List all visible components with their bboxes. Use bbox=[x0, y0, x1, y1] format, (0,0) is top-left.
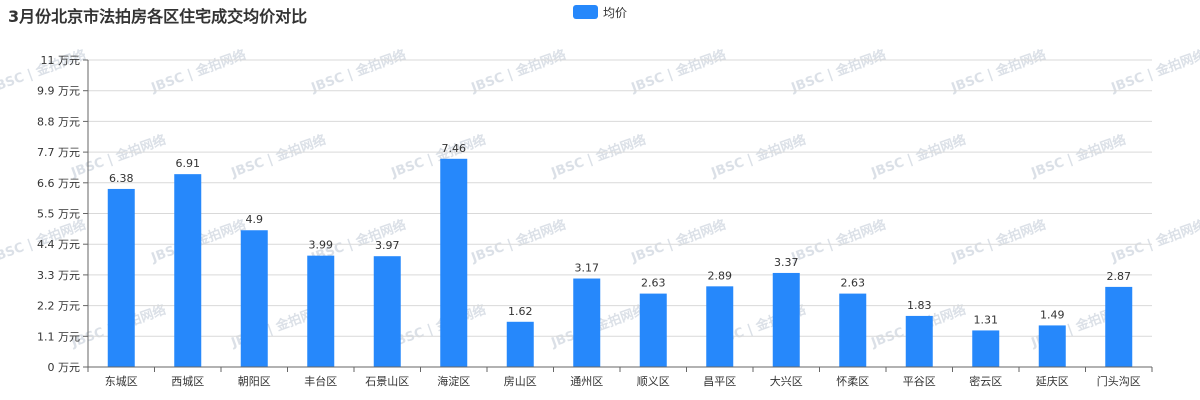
watermark-text: JBSC | 金拍网络 bbox=[948, 217, 1048, 266]
x-tick-label: 密云区 bbox=[969, 374, 1002, 388]
bar[interactable] bbox=[972, 330, 1000, 367]
y-tick-label: 9.9 万元 bbox=[37, 85, 80, 98]
bar-value-label: 1.62 bbox=[508, 305, 533, 318]
axes-group bbox=[83, 59, 1153, 372]
watermark-text: JBSC | 金拍网络 bbox=[388, 302, 488, 351]
bar-value-label: 3.17 bbox=[575, 262, 600, 275]
bar[interactable] bbox=[107, 188, 135, 367]
x-tick-label: 东城区 bbox=[105, 375, 138, 388]
x-tick-label: 房山区 bbox=[504, 375, 537, 388]
x-tick-label: 顺义区 bbox=[637, 375, 670, 388]
watermark-text: JBSC | 金拍网络 bbox=[308, 47, 408, 96]
bar[interactable] bbox=[174, 174, 202, 367]
bar[interactable] bbox=[307, 255, 335, 367]
chart-title: 3月份北京市法拍房各区住宅成交均价对比 bbox=[8, 7, 308, 26]
watermark-text: JBSC | 金拍网络 bbox=[1028, 132, 1128, 181]
bar[interactable] bbox=[373, 256, 401, 367]
bar-value-label: 7.46 bbox=[442, 142, 467, 155]
bar-value-label: 6.91 bbox=[176, 157, 201, 170]
bar-value-label: 3.99 bbox=[309, 239, 334, 252]
x-tick-label: 丰台区 bbox=[304, 374, 337, 388]
watermark-text: JBSC | 金拍网络 bbox=[468, 217, 568, 266]
x-tick-label: 大兴区 bbox=[770, 374, 803, 388]
bar-value-label: 1.31 bbox=[974, 313, 999, 326]
watermark-text: JBSC | 金拍网络 bbox=[628, 47, 728, 96]
x-tick-label: 石景山区 bbox=[365, 375, 409, 388]
bars-group bbox=[107, 158, 1133, 367]
bar[interactable] bbox=[706, 286, 734, 367]
x-tick-label: 通州区 bbox=[570, 375, 603, 388]
watermark-text: JBSC | 金拍网络 bbox=[788, 217, 888, 266]
legend[interactable]: 均价 bbox=[573, 4, 627, 20]
watermark-text: JBSC | 金拍网络 bbox=[148, 47, 248, 96]
y-tick-label: 5.5 万元 bbox=[37, 208, 80, 221]
watermark-text: JBSC | 金拍网络 bbox=[228, 132, 328, 181]
bar-value-label: 2.89 bbox=[708, 269, 733, 282]
bar-value-label: 3.97 bbox=[375, 239, 400, 252]
bar[interactable] bbox=[639, 293, 667, 367]
bar-value-label: 6.38 bbox=[109, 172, 134, 185]
bar[interactable] bbox=[1038, 325, 1066, 367]
labels-group: 0 万元 1.1 万元 2.2 万元 3.3 万元 4.4 万元 5.5 万元 6.6 万元… bbox=[37, 54, 1141, 388]
bar[interactable] bbox=[506, 321, 534, 367]
watermark-text: JBSC | 金拍网络 bbox=[1108, 217, 1200, 266]
y-tick-label: 6.6 万元 bbox=[37, 177, 80, 190]
watermark-text: JBSC | 金拍网络 bbox=[708, 132, 808, 181]
legend-swatch bbox=[573, 5, 598, 19]
x-tick-label: 门头沟区 bbox=[1097, 374, 1141, 388]
y-tick-label: 8.8 万元 bbox=[37, 115, 80, 128]
bar[interactable] bbox=[772, 272, 800, 367]
bar-value-label: 2.87 bbox=[1107, 270, 1132, 283]
y-tick-label: 2.2 万元 bbox=[37, 300, 80, 313]
y-tick-label: 7.7 万元 bbox=[37, 146, 80, 159]
x-tick-label: 昌平区 bbox=[703, 375, 736, 388]
y-tick-label: 0 万元 bbox=[48, 361, 81, 374]
bar-value-label: 1.83 bbox=[907, 299, 932, 312]
watermark-text: JBSC | 金拍网络 bbox=[548, 132, 648, 181]
bar-value-label: 2.63 bbox=[841, 277, 866, 290]
bar-value-label: 2.63 bbox=[641, 277, 666, 290]
bar[interactable] bbox=[440, 158, 468, 367]
x-tick-label: 西城区 bbox=[171, 375, 204, 388]
y-tick-label: 11 万元 bbox=[41, 54, 81, 67]
bar[interactable] bbox=[240, 230, 268, 367]
watermark-text: JBSC | 金拍网络 bbox=[788, 47, 888, 96]
bar-value-label: 3.37 bbox=[774, 256, 799, 269]
x-tick-label: 朝阳区 bbox=[238, 375, 271, 388]
y-tick-label: 4.4 万元 bbox=[37, 238, 80, 251]
bar[interactable] bbox=[573, 278, 601, 367]
watermark-text: JBSC | 金拍网络 bbox=[628, 217, 728, 266]
watermark-text: JBSC | 金拍网络 bbox=[868, 132, 968, 181]
bar[interactable] bbox=[905, 315, 933, 367]
y-tick-label: 3.3 万元 bbox=[37, 269, 80, 282]
legend-label: 均价 bbox=[603, 5, 628, 20]
watermark-text: JBSC | 金拍网络 bbox=[388, 132, 488, 181]
bar[interactable] bbox=[1105, 286, 1133, 367]
watermark-text: JBSC | 金拍网络 bbox=[1108, 47, 1200, 96]
watermark-text: JBSC | 金拍网络 bbox=[468, 47, 568, 96]
bar-value-label: 4.9 bbox=[246, 213, 264, 226]
bar-value-label: 1.49 bbox=[1040, 308, 1065, 321]
x-tick-label: 延庆区 bbox=[1036, 374, 1069, 388]
y-tick-label: 1.1 万元 bbox=[37, 330, 80, 343]
x-tick-label: 怀柔区 bbox=[836, 375, 869, 388]
x-tick-label: 海淀区 bbox=[437, 374, 470, 388]
x-tick-label: 平谷区 bbox=[903, 375, 936, 388]
watermark-text: JBSC | 金拍网络 bbox=[948, 47, 1048, 96]
bar[interactable] bbox=[839, 293, 867, 367]
